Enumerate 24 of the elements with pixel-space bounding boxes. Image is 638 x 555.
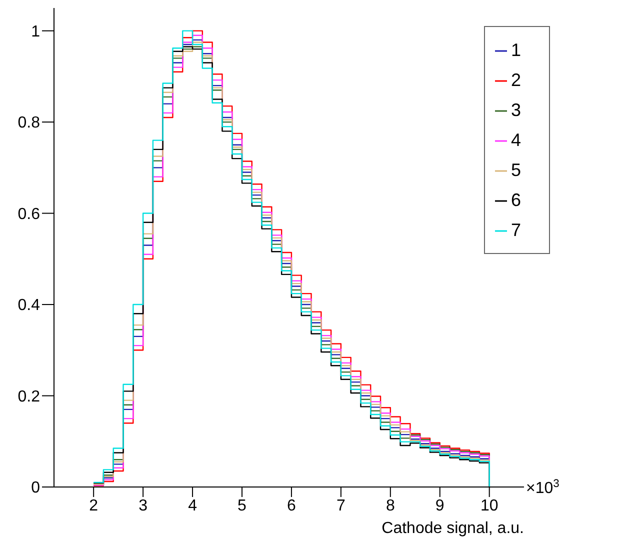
legend-label: 5 bbox=[510, 160, 521, 180]
x-tick-label: 2 bbox=[89, 497, 98, 514]
legend-label: 6 bbox=[510, 190, 521, 210]
x-axis-title: Cathode signal, a.u. bbox=[382, 520, 524, 537]
y-tick-label: 0 bbox=[31, 480, 40, 497]
x-tick-label: 6 bbox=[287, 497, 296, 514]
legend-label: 1 bbox=[510, 40, 521, 60]
y-tick-label: 0.6 bbox=[18, 206, 40, 223]
x-tick-label: 4 bbox=[188, 497, 198, 514]
legend-label: 2 bbox=[510, 70, 521, 90]
text: ×10$^{3}$ bbox=[526, 478, 560, 497]
x-tick-label: 8 bbox=[386, 497, 395, 514]
y-tick-label: 0.8 bbox=[18, 114, 40, 132]
legend-label: 4 bbox=[510, 130, 521, 150]
legend-label: 3 bbox=[510, 100, 521, 120]
x-tick-label: 9 bbox=[435, 497, 444, 514]
x-tick-label: 7 bbox=[336, 497, 346, 514]
y-tick-label: 1 bbox=[31, 23, 40, 40]
x-tick-label: 3 bbox=[138, 497, 148, 514]
legend-label: 7 bbox=[510, 220, 521, 240]
y-tick-label: 0.2 bbox=[18, 388, 40, 406]
x-tick-label: 10 bbox=[480, 497, 498, 514]
y-tick-label: 0.4 bbox=[18, 297, 40, 314]
x-tick-label: 5 bbox=[238, 497, 247, 514]
